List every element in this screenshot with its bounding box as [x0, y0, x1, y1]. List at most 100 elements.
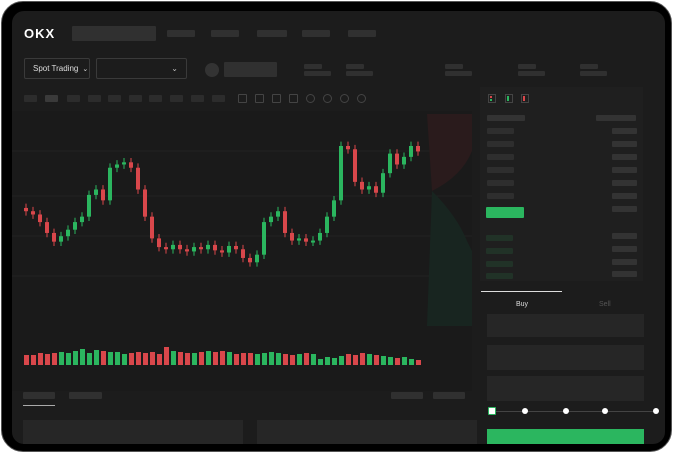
nav-item[interactable] — [167, 30, 195, 37]
timeframe-button[interactable] — [191, 95, 204, 102]
volume-bar — [353, 355, 358, 365]
nav-item[interactable] — [302, 30, 330, 37]
timeframe-button[interactable] — [24, 95, 37, 102]
volume-bar — [367, 354, 372, 365]
stat-label — [580, 64, 598, 69]
timeframe-button[interactable] — [129, 95, 142, 102]
settings-icon[interactable] — [272, 94, 281, 103]
market-select[interactable]: Spot Trading ⌄ — [24, 58, 90, 79]
tab-buy[interactable]: Buy — [516, 301, 529, 308]
okx-logo[interactable]: OKX — [24, 26, 56, 41]
book-both-icon[interactable] — [488, 94, 496, 103]
book-asks-icon[interactable] — [521, 94, 529, 103]
ask-size — [612, 193, 637, 199]
pair-select[interactable]: ⌄ — [96, 58, 187, 79]
timeframe-button[interactable] — [170, 95, 183, 102]
volume-bar — [416, 360, 421, 365]
candle — [87, 194, 91, 217]
timeframe-button[interactable] — [67, 95, 80, 102]
candle — [283, 211, 287, 233]
volume-bar — [255, 354, 260, 365]
draw-icon-icon[interactable] — [306, 94, 315, 103]
ask-size — [612, 141, 637, 147]
nav-item[interactable] — [348, 30, 376, 37]
volume-bar — [248, 353, 253, 365]
volume-bar — [269, 352, 274, 365]
indicator-icon[interactable] — [238, 94, 247, 103]
candle — [24, 207, 28, 212]
market-select-label: Spot Trading — [33, 64, 79, 73]
slider-step[interactable] — [563, 408, 569, 414]
buy-button[interactable] — [487, 429, 644, 444]
candle — [108, 167, 112, 201]
circle-icon-icon[interactable] — [323, 94, 332, 103]
pair-price — [224, 62, 277, 77]
volume-bar — [122, 354, 127, 365]
candle — [416, 146, 420, 152]
filter-button[interactable] — [433, 392, 465, 399]
volume-bar — [283, 354, 288, 365]
ask-size — [612, 154, 637, 160]
volume-bar — [87, 353, 92, 365]
bid-size — [612, 271, 637, 277]
candle — [269, 216, 273, 223]
line-tool-icon[interactable] — [289, 94, 298, 103]
chevron-down-icon: ⌄ — [171, 64, 178, 73]
candle — [402, 156, 406, 165]
candle — [94, 189, 98, 195]
candlestick-chart[interactable] — [12, 11, 665, 444]
tab-open-orders[interactable] — [23, 392, 55, 399]
volume-bar — [66, 353, 71, 365]
candle — [248, 257, 252, 263]
indicator-icon[interactable] — [255, 94, 264, 103]
timeframe-button[interactable] — [149, 95, 162, 102]
nav-item[interactable] — [211, 30, 239, 37]
ask-price — [487, 180, 514, 186]
stat-label — [518, 64, 536, 69]
volume-bar — [360, 353, 365, 365]
candle — [339, 146, 343, 201]
coin-icon — [205, 63, 219, 77]
candle — [136, 167, 140, 190]
book-bids-icon[interactable] — [505, 94, 513, 103]
timeframe-button[interactable] — [88, 95, 101, 102]
filter-button[interactable] — [391, 392, 423, 399]
positions-card — [257, 420, 477, 444]
volume-bar — [325, 357, 330, 365]
timeframe-button[interactable] — [108, 95, 121, 102]
search-bar[interactable] — [72, 26, 156, 41]
price-input[interactable] — [487, 314, 644, 337]
volume-bar — [143, 353, 148, 365]
candle — [367, 186, 371, 190]
ask-price — [487, 128, 514, 134]
active-tab-indicator — [23, 405, 55, 406]
tab-sell[interactable]: Sell — [599, 301, 611, 308]
expand-icon[interactable] — [357, 94, 366, 103]
slider-step[interactable] — [602, 408, 608, 414]
nav-item[interactable] — [257, 30, 287, 37]
volume-bar — [227, 352, 232, 365]
total-input[interactable] — [487, 376, 644, 401]
volume-bar — [276, 353, 281, 365]
candle — [381, 173, 385, 193]
candle — [129, 162, 133, 168]
screen: OKX Spot Trading ⌄ ⌄ Buy Sell — [12, 11, 665, 444]
slider-handle[interactable] — [488, 407, 496, 415]
candle — [164, 247, 168, 250]
slider-step[interactable] — [522, 408, 528, 414]
volume-bar — [45, 354, 50, 365]
volume-bar — [24, 355, 29, 365]
amount-input[interactable] — [487, 345, 644, 370]
slider-step[interactable] — [653, 408, 659, 414]
volume-bar — [94, 350, 99, 365]
volume-bar — [395, 358, 400, 365]
timeframe-button[interactable] — [45, 95, 58, 102]
bid-depth-area — [427, 191, 472, 326]
circle-icon-icon[interactable] — [340, 94, 349, 103]
candle — [297, 238, 301, 241]
volume-bar — [290, 355, 295, 365]
leverage-slider-track[interactable] — [490, 411, 658, 412]
timeframe-button[interactable] — [212, 95, 225, 102]
tab-history[interactable] — [69, 392, 102, 399]
candle — [52, 232, 56, 242]
